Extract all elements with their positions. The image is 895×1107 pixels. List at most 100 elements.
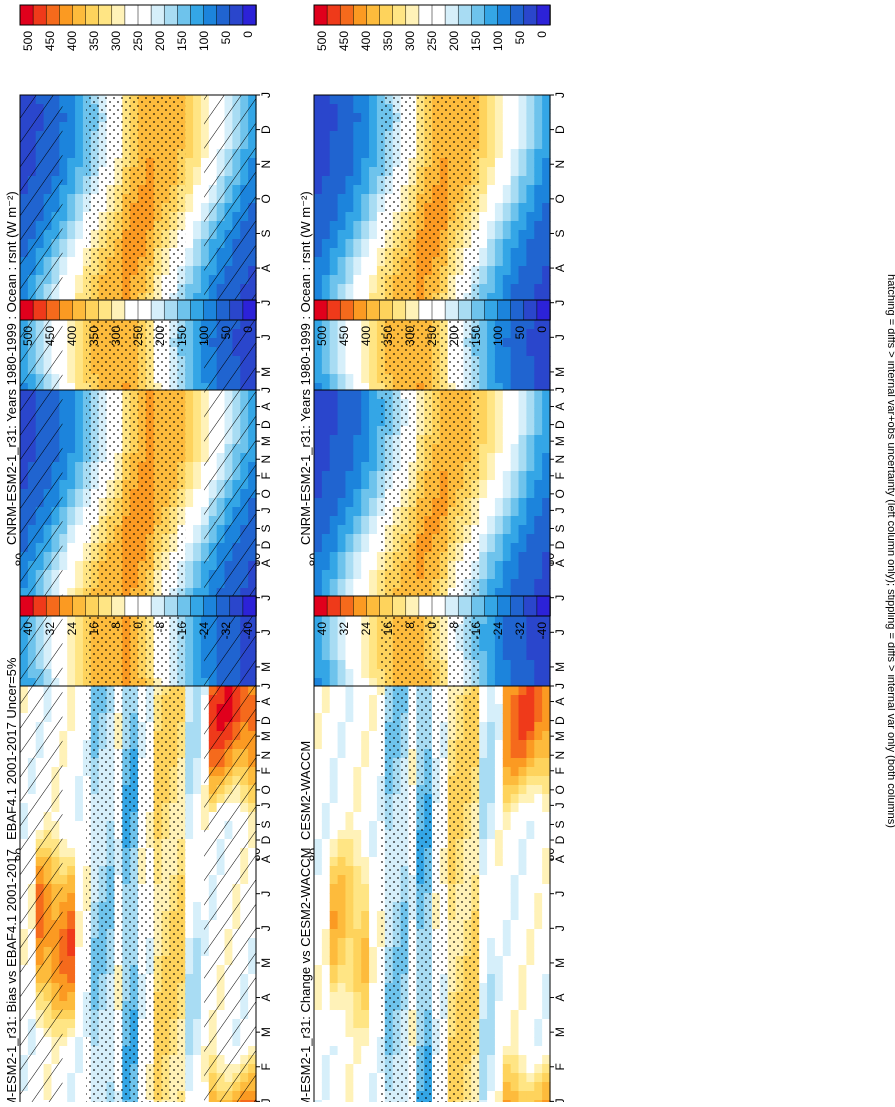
month-tick-label: A <box>259 264 273 272</box>
month-tick-label: D <box>259 125 273 134</box>
colorbar-label: 350 <box>87 326 101 346</box>
month-tick-label: D <box>259 716 273 725</box>
colorbar-label: 50 <box>513 31 527 45</box>
colorbar-label: 500 <box>21 326 35 346</box>
month-tick-label: D <box>553 835 567 844</box>
colorbar-label: 300 <box>109 326 123 346</box>
month-tick-label: J <box>553 595 567 601</box>
colorbar-label: 8 <box>109 622 123 629</box>
colorbar-label: 16 <box>87 622 101 636</box>
colorbar-label: 400 <box>65 326 79 346</box>
colorbar-label: 16 <box>381 622 395 636</box>
month-tick-label: J <box>259 925 273 931</box>
month-tick-label: D <box>259 420 273 429</box>
month-tick-label: N <box>259 160 273 169</box>
colorbar-label: -40 <box>241 622 255 640</box>
colorbar-label: 150 <box>175 326 189 346</box>
month-tick-label: S <box>259 820 273 828</box>
month-tick-label: O <box>259 489 273 498</box>
colorbar-label: 450 <box>337 326 351 346</box>
month-tick-label: J <box>259 92 273 98</box>
colorbar-label: 450 <box>337 31 351 51</box>
month-tick-label: M <box>259 436 273 446</box>
colorbar-label: 50 <box>513 326 527 340</box>
month-tick-label: J <box>259 802 273 808</box>
month-tick-label: A <box>259 994 273 1002</box>
month-tick-label: J <box>553 507 567 513</box>
month-tick-label: M <box>259 662 273 672</box>
colorbar-label: 100 <box>197 326 211 346</box>
hatching-left-p5 <box>20 686 62 1102</box>
month-tick-label: F <box>259 1063 273 1070</box>
month-tick-label: A <box>259 698 273 706</box>
month-tick-label: M <box>553 436 567 446</box>
month-tick-label: N <box>259 455 273 464</box>
month-tick-label: M <box>553 662 567 672</box>
month-tick-label: D <box>553 540 567 549</box>
colorbar-label: 350 <box>381 31 395 51</box>
month-tick-label: J <box>259 629 273 635</box>
month-tick-label: N <box>553 751 567 760</box>
stippling-p6 <box>380 686 479 1102</box>
colorbar-label: 100 <box>491 326 505 346</box>
month-tick-label: M <box>259 958 273 968</box>
month-tick-label: F <box>259 767 273 774</box>
colorbar-label: 100 <box>197 31 211 51</box>
month-tick-label: M <box>259 731 273 741</box>
colorbar-label: 250 <box>425 31 439 51</box>
colorbar-label: 32 <box>43 622 57 636</box>
colorbar-label: 200 <box>447 326 461 346</box>
colorbar-label: 50 <box>219 326 233 340</box>
month-tick-label: D <box>259 835 273 844</box>
month-tick-label: J <box>259 387 273 393</box>
colorbar-label: -16 <box>175 622 189 640</box>
colorbar-label: 250 <box>425 326 439 346</box>
colorbar-label: 24 <box>359 622 373 636</box>
month-tick-label: A <box>553 698 567 706</box>
month-tick-label: A <box>259 403 273 411</box>
month-tick-label: A <box>553 403 567 411</box>
colorbar-label: 100 <box>491 31 505 51</box>
month-tick-label: O <box>553 194 567 203</box>
month-tick-label: D <box>553 125 567 134</box>
colorbar-label: -8 <box>447 622 461 633</box>
month-tick-label: F <box>553 767 567 774</box>
colorbar-label: 40 <box>21 622 35 636</box>
month-tick-label: M <box>553 1027 567 1037</box>
month-tick-label: A <box>553 559 567 567</box>
colorbar-label: 150 <box>469 31 483 51</box>
panel-title-p5: CNRM-ESM2-1_r31: Bias vs EBAF4.1 2001-20… <box>4 849 19 1102</box>
month-tick-label: J <box>259 507 273 513</box>
colorbar-label: 350 <box>381 326 395 346</box>
month-tick-label: A <box>553 264 567 272</box>
month-tick-label: D <box>553 716 567 725</box>
colorbar-label: 400 <box>359 326 373 346</box>
month-tick-label: M <box>553 958 567 968</box>
month-tick-label: O <box>553 489 567 498</box>
month-tick-label: J <box>553 300 567 306</box>
month-tick-label: S <box>553 524 567 532</box>
colorbar-label: 450 <box>43 31 57 51</box>
month-tick-label: J <box>553 629 567 635</box>
colorbar-label: 500 <box>315 326 329 346</box>
month-tick-label: S <box>259 229 273 237</box>
colorbar-label: -24 <box>197 622 211 640</box>
month-tick-label: M <box>259 1027 273 1037</box>
month-tick-label: J <box>553 683 567 689</box>
month-tick-label: D <box>259 540 273 549</box>
colorbar-label: -8 <box>153 622 167 633</box>
colorbar-label: -32 <box>513 622 527 640</box>
colorbar-label: 0 <box>425 622 439 629</box>
month-tick-label: J <box>553 891 567 897</box>
footnote: hatching = diffs > internal var+obs unce… <box>885 274 895 828</box>
month-tick-label: J <box>553 387 567 393</box>
month-tick-label: A <box>259 559 273 567</box>
colorbar-label: 500 <box>315 31 329 51</box>
month-tick-label: J <box>553 802 567 808</box>
month-tick-label: A <box>553 855 567 863</box>
month-tick-label: M <box>259 367 273 377</box>
